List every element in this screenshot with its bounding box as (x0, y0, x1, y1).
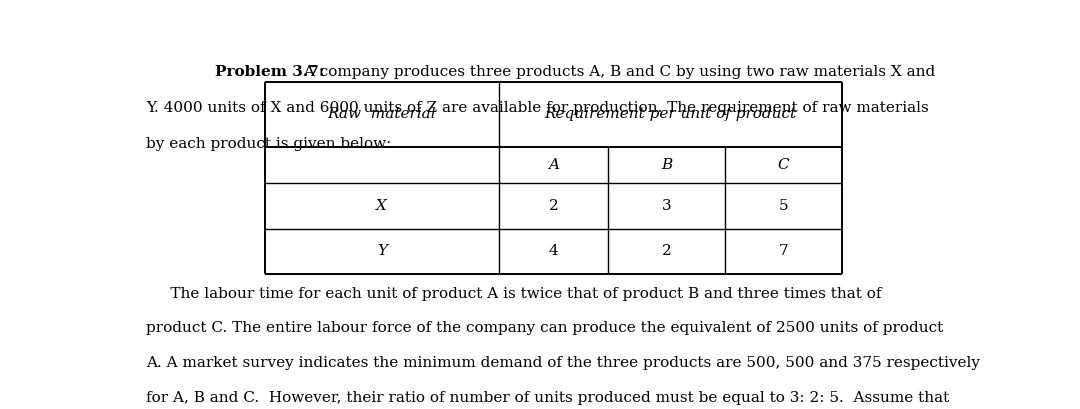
Text: 5: 5 (779, 199, 788, 213)
Text: B: B (661, 158, 672, 172)
Text: for A, B and C.  However, their ratio of number of units produced must be equal : for A, B and C. However, their ratio of … (146, 391, 949, 405)
Text: A. A market survey indicates the minimum demand of the three products are 500, 5: A. A market survey indicates the minimum… (146, 356, 980, 370)
Text: A company produces three products A, B and C by using two raw materials X and: A company produces three products A, B a… (299, 65, 935, 79)
Text: X: X (377, 199, 388, 213)
Text: A: A (548, 158, 559, 172)
Text: product C. The entire labour force of the company can produce the equivalent of : product C. The entire labour force of th… (146, 321, 943, 335)
Text: Problem 3.7:: Problem 3.7: (215, 65, 324, 79)
Text: 3: 3 (662, 199, 672, 213)
Text: 4: 4 (549, 245, 558, 258)
Text: Y. 4000 units of X and 6000 units of Z are available for production. The require: Y. 4000 units of X and 6000 units of Z a… (146, 101, 929, 115)
Text: C: C (778, 158, 789, 172)
Text: Y: Y (377, 245, 387, 258)
Text: Requirement per unit of product: Requirement per unit of product (544, 108, 797, 121)
Text: 7: 7 (779, 245, 788, 258)
Text: The labour time for each unit of product A is twice that of product B and three : The labour time for each unit of product… (146, 287, 881, 301)
Text: by each product is given below:: by each product is given below: (146, 137, 391, 151)
Text: 2: 2 (662, 245, 672, 258)
Text: Raw  material: Raw material (327, 108, 436, 121)
Text: 2: 2 (549, 199, 558, 213)
